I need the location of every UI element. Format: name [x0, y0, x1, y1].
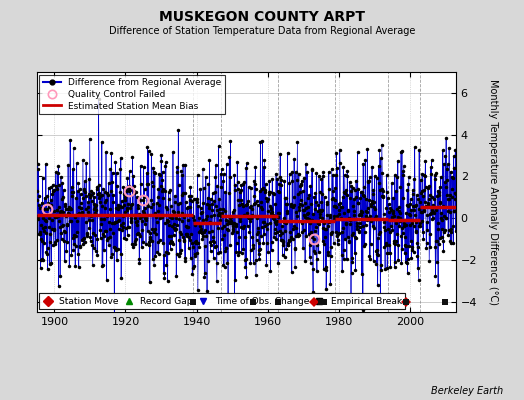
Y-axis label: Monthly Temperature Anomaly Difference (°C): Monthly Temperature Anomaly Difference (… — [488, 79, 498, 305]
Legend: Station Move, Record Gap, Time of Obs. Change, Empirical Break: Station Move, Record Gap, Time of Obs. C… — [39, 293, 406, 309]
Text: MUSKEGON COUNTY ARPT: MUSKEGON COUNTY ARPT — [159, 10, 365, 24]
Text: Berkeley Earth: Berkeley Earth — [431, 386, 503, 396]
Text: Difference of Station Temperature Data from Regional Average: Difference of Station Temperature Data f… — [109, 26, 415, 36]
